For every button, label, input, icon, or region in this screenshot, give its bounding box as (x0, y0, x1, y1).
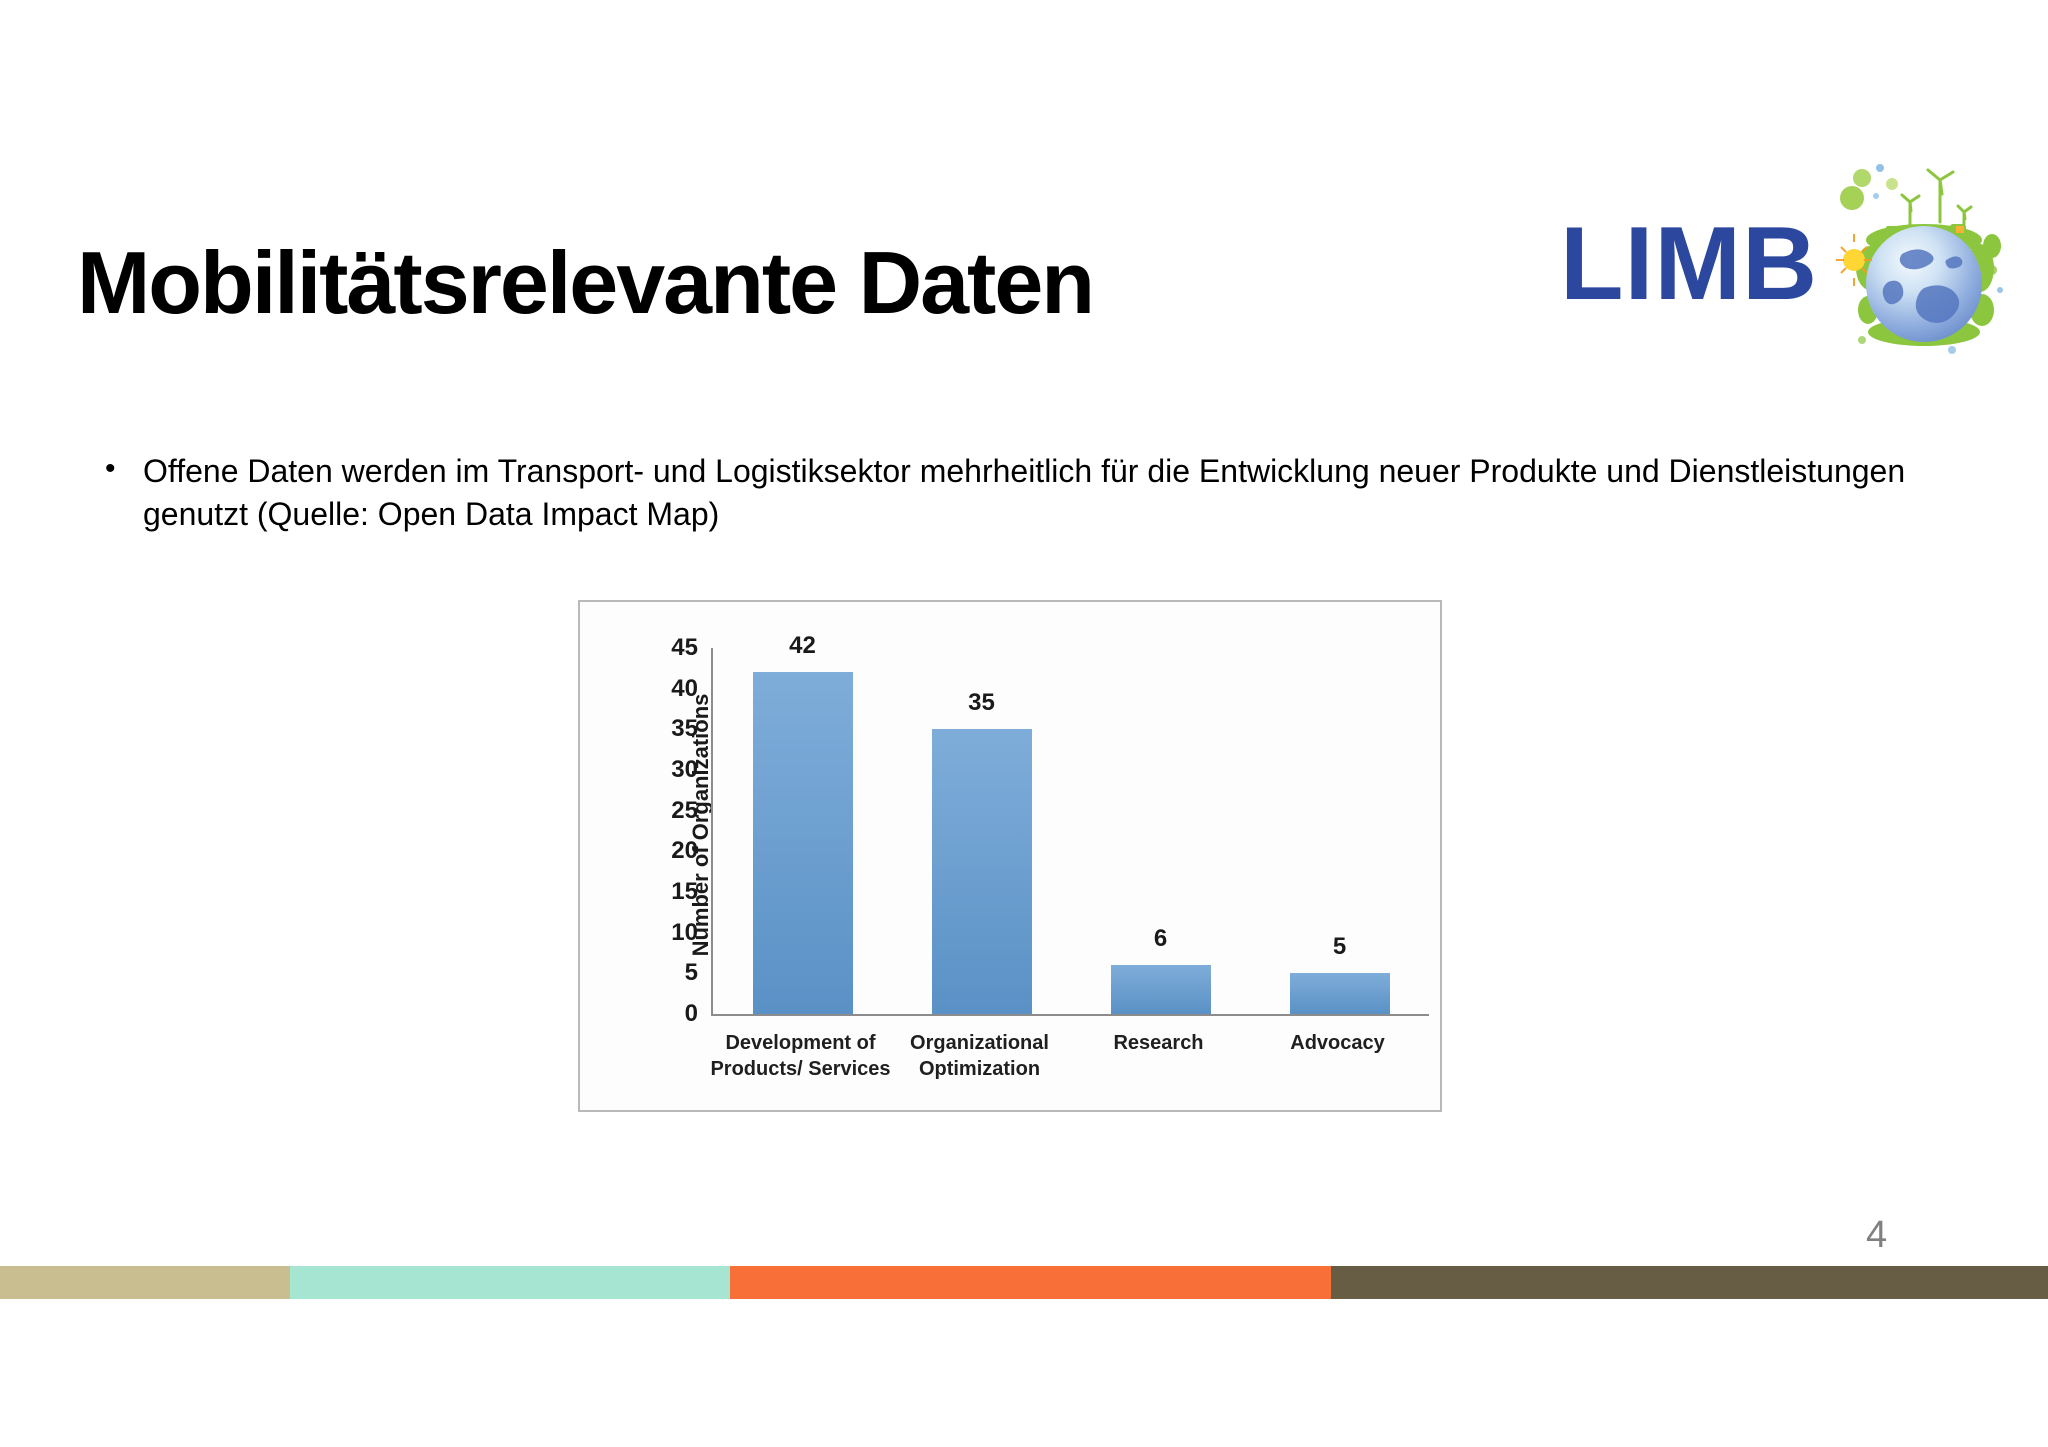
limbo-logo-text: LIMB (1560, 206, 1819, 322)
footer-color-bar (0, 1266, 2048, 1299)
bar-value-label: 6 (1153, 925, 1168, 953)
bar-4 (1289, 973, 1390, 1014)
x-category-label: Research (1113, 1032, 1204, 1054)
x-category-label: Advocacy (1290, 1032, 1385, 1054)
y-tick-label: 20 (671, 837, 698, 865)
x-category-label: Development of Products/ Services (710, 1032, 891, 1080)
footer-stripe-mint (290, 1266, 730, 1299)
globe-icon (1836, 164, 2003, 354)
bar-value-label: 42 (789, 632, 816, 660)
y-tick-label: 40 (671, 674, 698, 702)
x-category-label: Organizational Optimization (910, 1032, 1049, 1080)
limbo-logo: LIMB (1560, 150, 2010, 365)
footer-stripe-olive (1331, 1266, 2048, 1299)
bar-2 (931, 729, 1032, 1014)
y-tick-label: 5 (684, 959, 698, 987)
bar-chart: Number of Organizations 45 40 35 30 25 20 15 10… (578, 600, 1442, 1112)
bar-value-label: 35 (968, 689, 995, 717)
bullet-item: • Offene Daten werden im Transport- und … (105, 450, 1965, 536)
bullet-text: Offene Daten werden im Transport- und Lo… (143, 453, 1906, 532)
page-number: 4 (1866, 1214, 1888, 1256)
y-tick-label: 30 (671, 756, 698, 783)
slide-title: Mobilitätsrelevante Daten (77, 233, 1095, 332)
footer-stripe-tan (0, 1266, 290, 1299)
bar-value-label: 5 (1332, 933, 1347, 961)
y-tick-label: 15 (671, 878, 698, 905)
footer-stripe-orange (730, 1266, 1331, 1299)
y-tick-label: 45 (671, 634, 698, 661)
y-tick-label: 25 (671, 796, 698, 824)
y-tick-label: 35 (671, 715, 698, 743)
chart-plot-area: 42 35 6 5 (711, 632, 1429, 1016)
bar-1 (752, 672, 853, 1014)
bullet-marker: • (105, 452, 116, 485)
y-tick-label: 0 (684, 1000, 698, 1027)
y-tick-label: 10 (671, 918, 698, 946)
bar-3 (1110, 965, 1211, 1014)
